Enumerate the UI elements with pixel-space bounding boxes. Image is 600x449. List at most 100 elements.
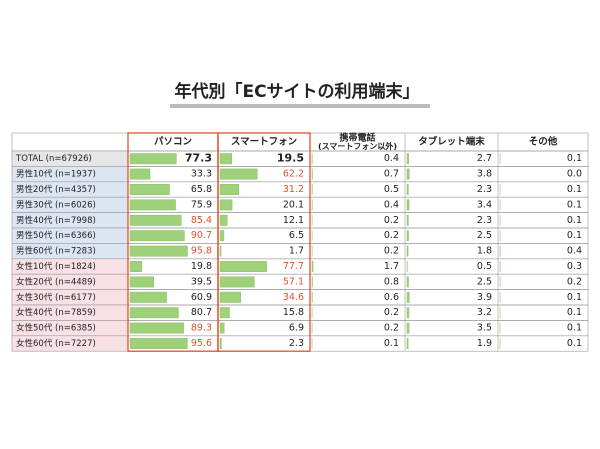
column-header: タブレット端末 — [418, 136, 485, 148]
cell-value: 0.5 — [477, 261, 492, 272]
data-bar — [219, 184, 239, 195]
row-label: 女性50代 (n=6385) — [16, 323, 96, 334]
data-bar — [219, 168, 258, 180]
cell-value: 95.8 — [191, 246, 212, 257]
cell-value: 1.8 — [477, 246, 492, 257]
data-bar — [129, 276, 154, 288]
cell-value: 77.7 — [283, 261, 304, 272]
cell-value: 0.4 — [384, 153, 399, 164]
data-bar — [219, 261, 267, 272]
data-bar — [219, 230, 225, 242]
column-note: (スマートフォン以外) — [318, 141, 397, 151]
cell-value: 60.9 — [191, 292, 212, 303]
cell-value: 89.3 — [191, 323, 212, 334]
data-bar — [129, 322, 184, 334]
cell-value: 0.1 — [567, 153, 582, 164]
data-bar — [219, 245, 222, 257]
data-bar — [219, 307, 230, 319]
header-row — [11, 132, 589, 152]
data-bar — [406, 153, 409, 165]
data-bar — [406, 276, 409, 288]
data-bar — [219, 291, 242, 303]
cell-value: 0.2 — [384, 246, 399, 257]
column-header: パソコン — [154, 136, 192, 148]
data-bar — [129, 168, 151, 180]
row-label: TOTAL (n=67926) — [15, 154, 92, 164]
cell-value: 0.1 — [567, 230, 582, 241]
data-bar — [129, 245, 188, 257]
cell-value: 0.2 — [384, 215, 399, 226]
cell-value: 77.3 — [185, 152, 212, 165]
cell-value: 2.7 — [477, 153, 492, 164]
cell-value: 57.1 — [283, 276, 304, 287]
cell-value: 0.2 — [384, 230, 399, 241]
cell-value: 0.3 — [567, 261, 582, 272]
cell-value: 75.9 — [191, 199, 212, 210]
data-bar — [406, 307, 410, 319]
data-bar — [129, 230, 185, 242]
data-bar — [129, 338, 188, 349]
cell-value: 1.9 — [477, 338, 492, 349]
cell-value: 0.2 — [384, 323, 399, 334]
row-label: 男性60代 (n=7283) — [16, 246, 96, 257]
cell-value: 2.5 — [477, 230, 492, 241]
cell-value: 0.1 — [567, 215, 582, 226]
data-bar — [406, 168, 410, 180]
title: 年代別「ECサイトの利用端末」 — [174, 81, 419, 102]
data-bar — [129, 184, 170, 195]
data-bar — [219, 276, 255, 288]
data-bar — [406, 230, 409, 242]
cell-value: 0.5 — [384, 184, 399, 195]
cell-value: 3.8 — [477, 169, 492, 180]
cell-value: 0.8 — [384, 276, 399, 287]
cell-value: 34.6 — [283, 292, 304, 303]
row-label: 女性20代 (n=4489) — [16, 276, 96, 287]
cell-value: 0.2 — [384, 307, 399, 318]
data-bar — [129, 214, 182, 226]
cell-value: 1.7 — [384, 261, 399, 272]
data-bar — [406, 322, 410, 334]
cell-value: 0.1 — [567, 292, 582, 303]
data-bar — [219, 322, 225, 334]
data-bar — [129, 199, 176, 211]
column-header: 携帯電話 — [339, 132, 375, 144]
cell-value: 19.8 — [191, 261, 212, 272]
cell-value: 85.4 — [191, 215, 212, 226]
column-header: その他 — [529, 136, 558, 148]
cell-value: 19.5 — [277, 152, 304, 165]
data-bar — [311, 261, 314, 272]
cell-value: 15.8 — [283, 307, 304, 318]
cell-value: 12.1 — [283, 215, 304, 226]
data-bar — [129, 153, 177, 165]
cell-value: 0.2 — [567, 276, 582, 287]
data-bar — [219, 153, 232, 165]
cell-value: 2.3 — [477, 215, 492, 226]
data-bar — [129, 307, 179, 319]
data-bar — [219, 338, 222, 349]
data-bar — [406, 184, 409, 195]
cell-value: 0.4 — [384, 199, 399, 210]
cell-value: 90.7 — [191, 230, 212, 241]
cell-value: 0.1 — [567, 338, 582, 349]
cell-value: 62.2 — [283, 169, 304, 180]
data-bar — [406, 214, 409, 226]
cell-value: 0.7 — [384, 169, 399, 180]
cell-value: 20.1 — [283, 199, 304, 210]
column-header: スマートフォン — [231, 137, 297, 148]
data-bar — [129, 261, 143, 272]
row-label: 男性30代 (n=6026) — [16, 199, 96, 210]
column-outline — [127, 132, 219, 352]
data-bar — [219, 199, 233, 211]
cell-value: 6.9 — [289, 323, 304, 334]
cell-value: 0.1 — [384, 338, 399, 349]
data-bar — [406, 245, 409, 257]
cell-value: 95.6 — [191, 338, 212, 349]
data-bar — [219, 214, 228, 226]
cell-value: 3.5 — [477, 323, 492, 334]
row-label: 女性60代 (n=7227) — [16, 338, 96, 349]
cell-value: 33.3 — [191, 169, 212, 180]
column-outline — [217, 132, 311, 352]
data-bar — [129, 291, 167, 303]
cell-value: 0.1 — [567, 307, 582, 318]
row-label: 女性40代 (n=7859) — [16, 307, 96, 318]
